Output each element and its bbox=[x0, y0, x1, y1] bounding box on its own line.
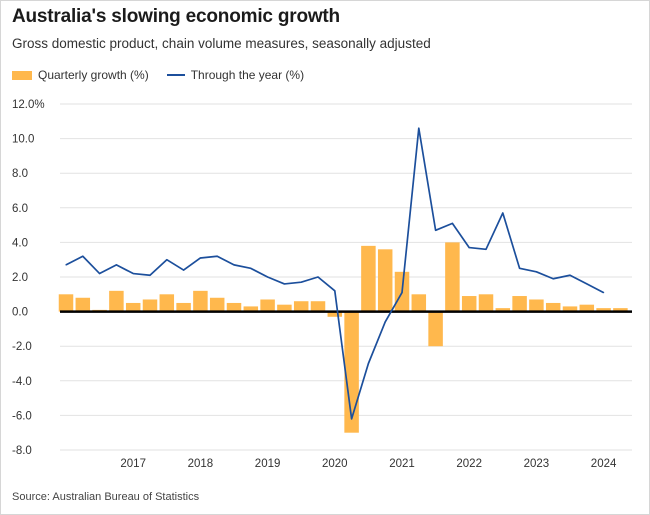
y-tick-label: 10.0 bbox=[12, 134, 34, 146]
line-point bbox=[166, 259, 168, 261]
line-point bbox=[149, 274, 151, 276]
line-point bbox=[401, 291, 403, 294]
y-tick-label: -2.0 bbox=[12, 341, 32, 353]
line-point bbox=[233, 264, 235, 266]
bar bbox=[545, 302, 561, 312]
bar bbox=[445, 242, 460, 312]
bar bbox=[562, 306, 578, 312]
x-tick-label: 2024 bbox=[591, 458, 617, 470]
x-tick-label: 2021 bbox=[389, 458, 415, 470]
legend-item-quarterly: Quarterly growth (%) bbox=[12, 68, 149, 82]
bar bbox=[293, 301, 309, 312]
bar bbox=[260, 299, 275, 312]
line-point bbox=[199, 257, 201, 259]
x-tick-label: 2023 bbox=[524, 458, 550, 470]
legend: Quarterly growth (%) Through the year (%… bbox=[12, 68, 322, 82]
bar bbox=[361, 245, 376, 312]
bar bbox=[58, 294, 74, 312]
bar bbox=[461, 296, 477, 312]
y-tick-label: 2.0 bbox=[12, 272, 28, 284]
line-point bbox=[183, 269, 185, 271]
bar bbox=[226, 302, 242, 312]
bar bbox=[411, 294, 427, 312]
chart-title: Australia's slowing economic growth bbox=[12, 6, 340, 27]
line-point bbox=[82, 255, 84, 257]
bar bbox=[142, 299, 158, 312]
y-tick-label: 8.0 bbox=[12, 168, 28, 180]
y-tick-label: 0.0 bbox=[12, 307, 28, 319]
bar bbox=[310, 301, 326, 312]
y-tick-label: -4.0 bbox=[12, 376, 32, 388]
line-point bbox=[569, 274, 571, 276]
bar bbox=[512, 296, 527, 312]
x-tick-label: 2020 bbox=[322, 458, 348, 470]
line-point bbox=[535, 271, 538, 273]
bar bbox=[193, 290, 208, 312]
line-point bbox=[552, 278, 554, 280]
line-point bbox=[502, 212, 504, 214]
y-tick-label: 12.0% bbox=[12, 99, 45, 111]
bar bbox=[159, 294, 175, 312]
x-tick-label: 2019 bbox=[255, 458, 281, 470]
line-point bbox=[300, 281, 302, 283]
line-point bbox=[435, 229, 437, 231]
bar bbox=[176, 302, 191, 312]
line-point bbox=[351, 418, 353, 420]
line-point bbox=[485, 248, 487, 250]
line-point bbox=[99, 272, 101, 275]
bar bbox=[125, 302, 141, 312]
line-point bbox=[586, 283, 588, 285]
line-point bbox=[384, 321, 386, 323]
legend-label-through-year: Through the year (%) bbox=[190, 68, 305, 82]
line-point bbox=[132, 272, 134, 275]
bar bbox=[478, 294, 494, 312]
line-point bbox=[216, 255, 218, 257]
bar bbox=[344, 311, 359, 433]
x-tick-label: 2017 bbox=[120, 458, 146, 470]
bar bbox=[579, 304, 595, 312]
source-note: Source: Australian Bureau of Statistics bbox=[12, 491, 200, 503]
legend-swatch-quarterly bbox=[12, 70, 32, 80]
y-tick-label: -6.0 bbox=[12, 410, 32, 422]
x-tick-label: 2018 bbox=[188, 458, 214, 470]
through-year-line bbox=[65, 127, 604, 420]
y-tick-label: -8.0 bbox=[12, 445, 32, 457]
line-point bbox=[65, 264, 67, 266]
legend-label-quarterly: Quarterly growth (%) bbox=[38, 68, 149, 82]
bar bbox=[377, 249, 393, 312]
line-point bbox=[317, 276, 319, 278]
line-point bbox=[519, 267, 521, 269]
x-tick-label: 2022 bbox=[456, 458, 482, 470]
bar bbox=[428, 311, 443, 347]
bar bbox=[109, 290, 124, 312]
bar bbox=[209, 297, 225, 312]
line-point bbox=[451, 222, 453, 224]
line-point bbox=[468, 246, 470, 249]
bar bbox=[243, 306, 259, 312]
line-point bbox=[418, 127, 420, 129]
y-tick-label: 4.0 bbox=[12, 237, 28, 249]
line-point bbox=[283, 283, 285, 285]
bar bbox=[596, 308, 611, 312]
line-point bbox=[250, 267, 252, 269]
line-point bbox=[115, 264, 117, 266]
y-tick-label: 6.0 bbox=[12, 203, 28, 215]
line-point bbox=[367, 362, 369, 365]
bar bbox=[277, 304, 292, 312]
legend-swatch-through-year bbox=[166, 74, 185, 76]
legend-item-through-year: Through the year (%) bbox=[166, 68, 305, 82]
bar bbox=[75, 297, 91, 312]
line-point bbox=[603, 291, 605, 294]
chart-subtitle: Gross domestic product, chain volume mea… bbox=[12, 36, 431, 51]
line-point bbox=[267, 276, 269, 278]
bar bbox=[613, 308, 628, 312]
bar bbox=[495, 308, 511, 312]
bar bbox=[529, 299, 544, 312]
bar bbox=[327, 311, 343, 317]
line-point bbox=[334, 290, 336, 292]
